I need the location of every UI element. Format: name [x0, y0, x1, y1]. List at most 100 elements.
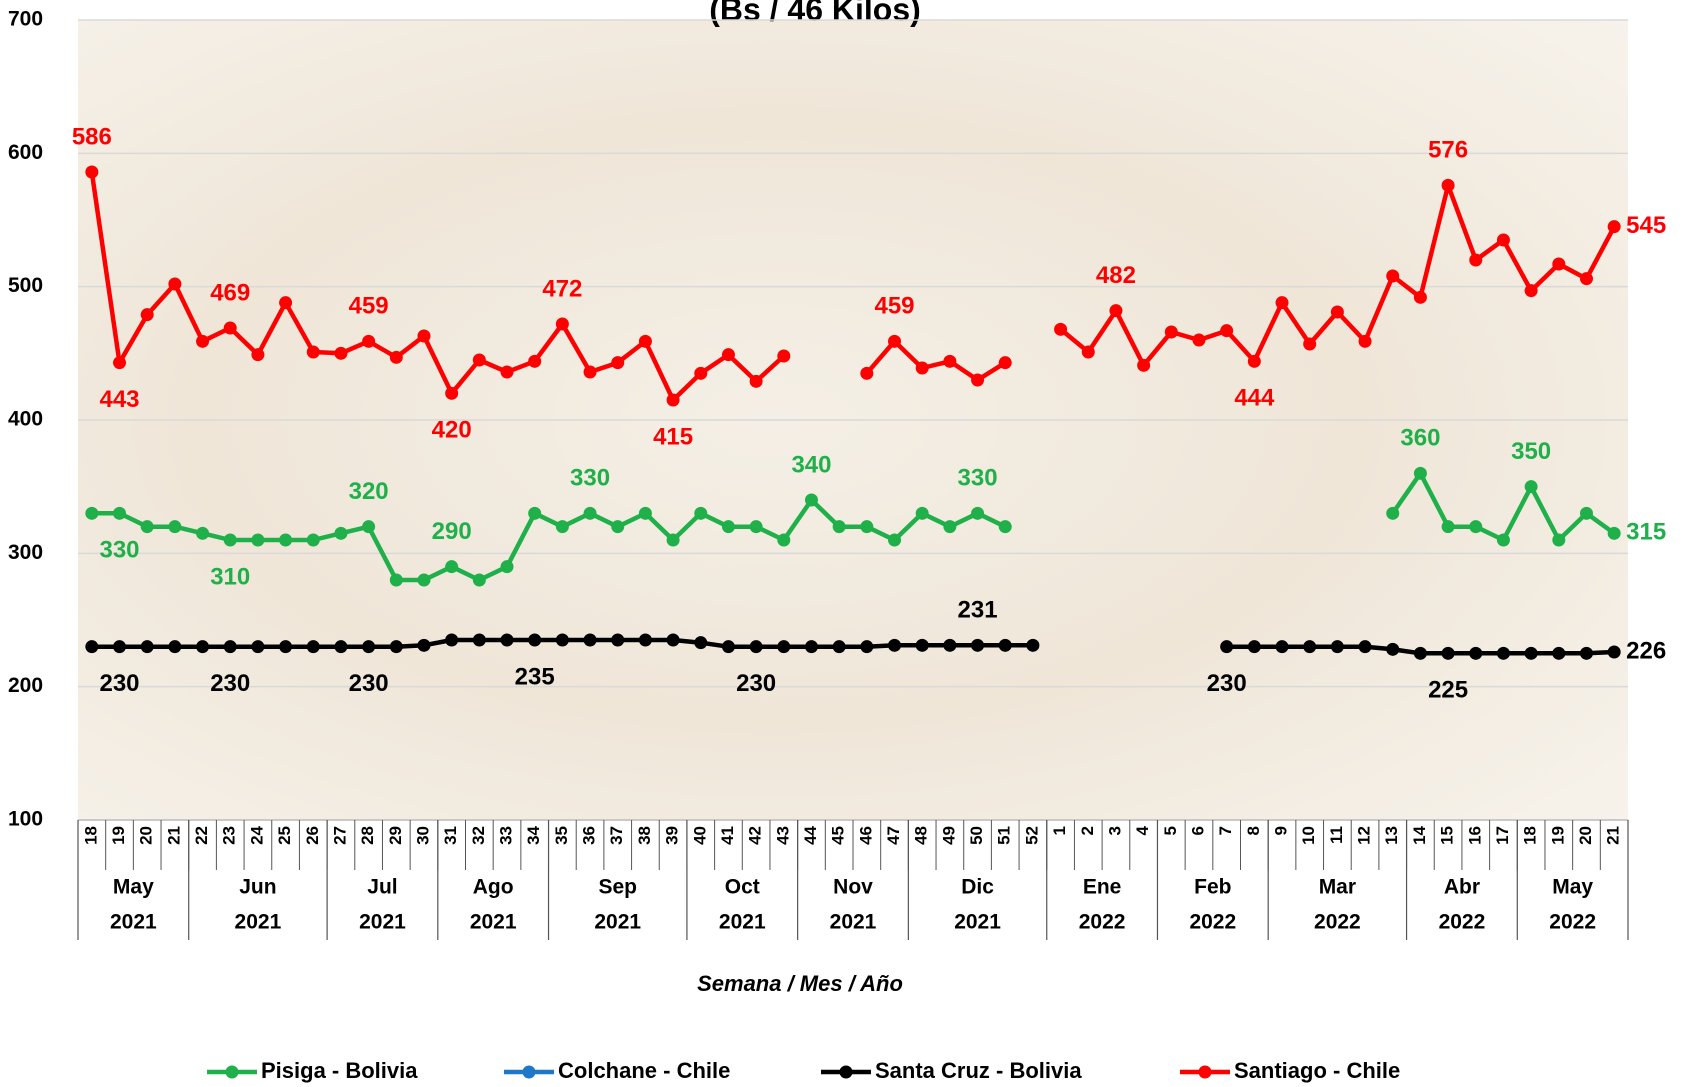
data-point: [860, 520, 874, 534]
data-point: [777, 640, 791, 654]
data-label: 230: [736, 670, 776, 697]
data-point: [279, 533, 293, 547]
data-point: [804, 493, 818, 507]
data-point: [1330, 640, 1344, 654]
data-point: [1054, 322, 1068, 336]
data-label: 230: [349, 670, 389, 697]
x-tick-label: 21: [1604, 826, 1623, 845]
data-point: [251, 348, 265, 362]
data-point: [971, 373, 985, 387]
data-point: [279, 640, 293, 654]
x-tick-label: 39: [663, 826, 682, 845]
y-tick-label: 700: [8, 8, 43, 31]
data-point: [1247, 354, 1261, 368]
data-point: [971, 506, 985, 520]
month-label: Dic: [961, 876, 994, 899]
data-point: [306, 533, 320, 547]
data-point: [1386, 642, 1400, 656]
x-tick-label: 2: [1078, 826, 1097, 835]
data-point: [528, 506, 542, 520]
data-point: [1275, 640, 1289, 654]
x-tick-label: 40: [690, 826, 709, 845]
data-label: 290: [432, 518, 472, 545]
data-label: 340: [791, 451, 831, 478]
month-label: May: [1552, 876, 1593, 899]
data-point: [555, 633, 569, 647]
legend-marker: [1198, 1065, 1212, 1079]
year-label: 2022: [1079, 911, 1126, 934]
data-label: 443: [99, 386, 139, 413]
data-point: [915, 638, 929, 652]
data-point: [638, 334, 652, 348]
chart-title: (Bs / 46 Kilos): [709, 0, 921, 27]
data-point: [113, 640, 127, 654]
data-label: 459: [874, 293, 914, 320]
data-point: [860, 640, 874, 654]
x-tick-label: 51: [995, 826, 1014, 845]
data-point: [196, 334, 210, 348]
data-point: [279, 296, 293, 310]
month-label: Sep: [598, 876, 637, 899]
data-point: [583, 633, 597, 647]
legend-marker: [225, 1065, 239, 1079]
x-tick-label: 50: [967, 826, 986, 845]
data-point: [334, 346, 348, 360]
data-label: 315: [1626, 519, 1666, 546]
data-point: [666, 393, 680, 407]
year-label: 2021: [359, 911, 406, 934]
data-point: [223, 640, 237, 654]
data-point: [472, 573, 486, 587]
data-point: [1275, 296, 1289, 310]
data-point: [1441, 646, 1455, 660]
x-tick-label: 9: [1272, 826, 1291, 835]
month-label: Jul: [367, 876, 397, 899]
data-label: 459: [349, 293, 389, 320]
data-point: [528, 354, 542, 368]
data-point: [140, 640, 154, 654]
y-tick-label: 600: [8, 141, 43, 164]
data-point: [1607, 645, 1621, 659]
data-point: [1220, 640, 1234, 654]
data-point: [694, 366, 708, 380]
x-tick-label: 49: [939, 826, 958, 845]
y-tick-label: 500: [8, 274, 43, 297]
data-point: [1386, 506, 1400, 520]
data-point: [1469, 253, 1483, 267]
data-point: [1524, 480, 1538, 494]
data-label: 235: [515, 663, 555, 690]
data-point: [1524, 284, 1538, 298]
data-point: [583, 365, 597, 379]
x-tick-label: 19: [109, 826, 128, 845]
data-point: [306, 640, 320, 654]
data-point: [417, 329, 431, 343]
data-point: [362, 520, 376, 534]
x-tick-label: 41: [718, 826, 737, 845]
data-point: [500, 560, 514, 574]
x-tick-label: 3: [1105, 826, 1124, 835]
month-label: Jun: [239, 876, 276, 899]
legend-marker: [522, 1065, 536, 1079]
x-tick-label: 8: [1244, 826, 1263, 835]
data-label: 231: [958, 597, 998, 624]
data-point: [832, 640, 846, 654]
data-label: 330: [570, 465, 610, 492]
data-point: [943, 638, 957, 652]
data-point: [1496, 233, 1510, 247]
x-tick-label: 19: [1548, 826, 1567, 845]
data-point: [583, 506, 597, 520]
data-point: [140, 520, 154, 534]
x-tick-label: 35: [552, 826, 571, 845]
data-point: [1496, 646, 1510, 660]
data-point: [777, 533, 791, 547]
data-point: [85, 506, 99, 520]
data-point: [721, 348, 735, 362]
data-point: [1579, 272, 1593, 286]
x-tick-label: 21: [164, 826, 183, 845]
year-label: 2021: [954, 911, 1001, 934]
month-label: Feb: [1194, 876, 1231, 899]
data-point: [168, 520, 182, 534]
data-point: [113, 506, 127, 520]
data-point: [445, 560, 459, 574]
data-point: [223, 533, 237, 547]
data-point: [472, 633, 486, 647]
